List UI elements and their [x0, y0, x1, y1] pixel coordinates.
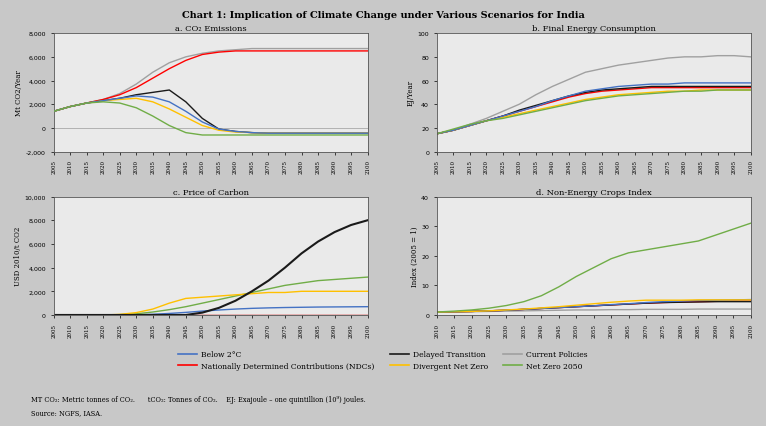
Text: MT CO₂: Metric tonnes of CO₂.      tCO₂: Tonnes of CO₂.    EJ: Exajoule – one qu: MT CO₂: Metric tonnes of CO₂. tCO₂: Tonn…	[31, 394, 365, 403]
Title: d. Non-Energy Crops Index: d. Non-Energy Crops Index	[535, 188, 652, 196]
Text: Chart 1: Implication of Climate Change under Various Scenarios for India: Chart 1: Implication of Climate Change u…	[182, 11, 584, 20]
Legend: Below 2°C, Nationally Determined Contributions (NDCs), Delayed Transition, Diver: Below 2°C, Nationally Determined Contrib…	[175, 347, 591, 373]
Y-axis label: Mt CO2/Year: Mt CO2/Year	[15, 70, 23, 116]
Title: b. Final Energy Consumption: b. Final Energy Consumption	[532, 25, 656, 33]
Y-axis label: Index (2005 = 1): Index (2005 = 1)	[411, 226, 418, 286]
Y-axis label: USD 2010/t CO2: USD 2010/t CO2	[14, 227, 21, 286]
Y-axis label: EJ/Year: EJ/Year	[407, 80, 414, 106]
Title: a. CO₂ Emissions: a. CO₂ Emissions	[175, 25, 247, 33]
Text: Source: NGFS, IASA.: Source: NGFS, IASA.	[31, 409, 102, 417]
Title: c. Price of Carbon: c. Price of Carbon	[172, 188, 249, 196]
